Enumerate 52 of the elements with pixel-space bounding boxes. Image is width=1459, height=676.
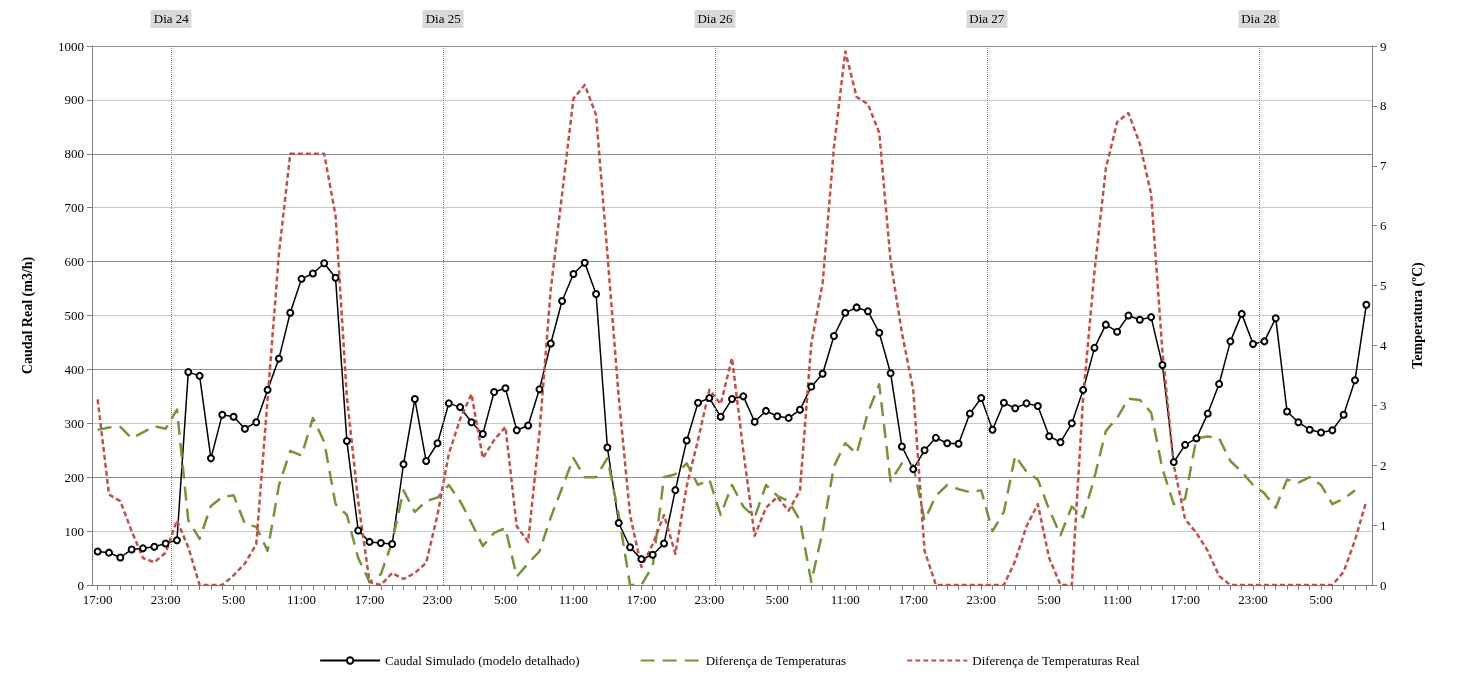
y-tick-label: 500	[64, 308, 84, 323]
x-tick-label: 23:00	[966, 592, 997, 607]
text: Dia 26	[694, 10, 736, 28]
y2-tick-label: 3	[1380, 397, 1387, 413]
y-tick-label: 100	[64, 523, 84, 539]
x-tick-label: 17:00	[82, 592, 113, 607]
x-tick-label: 11:00	[286, 592, 317, 607]
legend-label: Diferença de Temperaturas Real	[972, 653, 1141, 668]
y2-tick-label: 1	[1380, 517, 1387, 533]
line-series	[96, 383, 1357, 587]
y-tick-label: 800	[64, 146, 84, 162]
y2-tick-label: 9	[1380, 38, 1387, 54]
legend-label: Diferença de Temperaturas	[705, 653, 847, 668]
y-tick-label: 300	[64, 415, 84, 431]
text: Dia 27	[966, 10, 1008, 28]
x-tick-label: 11:00	[1102, 592, 1132, 607]
y-tick-label: 200	[64, 469, 84, 485]
x-tick-label: 17:00	[626, 592, 657, 607]
y-tick-label: 600	[64, 254, 84, 270]
legend-label: Caudal Simulado (modelo detalhado)	[385, 653, 580, 668]
y2-tick-label: 5	[1380, 278, 1387, 294]
x-tick-label: 17:00	[354, 592, 385, 607]
text: Dia 24	[150, 10, 192, 28]
y-tick-label: 1000	[58, 38, 84, 54]
x-tick-label: 17:00	[1170, 592, 1200, 607]
y2-tick-label: 2	[1380, 457, 1387, 473]
y-axis-title: Caudal Real (m3/h)	[19, 256, 36, 375]
x-tick-label: 23:00	[422, 592, 453, 607]
y-tick-label: 700	[64, 200, 84, 216]
y-tick-label: 400	[64, 361, 84, 377]
y-tick-label: 900	[64, 92, 84, 108]
line-series	[96, 50, 1368, 587]
x-tick-label: 5:00	[222, 592, 246, 607]
y2-tick-label: 4	[1380, 337, 1387, 353]
y2-axis-title: Temperatura (ºC)	[1409, 261, 1426, 369]
x-tick-label: 5:00	[765, 592, 789, 607]
x-tick-label: 11:00	[558, 592, 588, 607]
x-tick-label: 23:00	[150, 592, 181, 607]
x-tick-label: 5:00	[493, 592, 518, 607]
x-tick-label: 23:00	[1238, 592, 1268, 607]
y2-tick-label: 0	[1380, 577, 1387, 593]
x-tick-label: 23:00	[694, 592, 725, 607]
x-tick-label: 11:00	[830, 592, 860, 607]
text: Dia 25	[422, 10, 464, 28]
y2-tick-label: 8	[1380, 98, 1387, 114]
y2-tick-label: 7	[1380, 158, 1387, 174]
y2-tick-label: 6	[1380, 218, 1387, 234]
text: Dia 28	[1238, 10, 1280, 28]
y-tick-label: 0	[77, 577, 84, 593]
x-tick-label: 5:00	[1037, 592, 1061, 607]
x-tick-label: 5:00	[1309, 592, 1333, 607]
x-tick-label: 17:00	[898, 592, 929, 607]
